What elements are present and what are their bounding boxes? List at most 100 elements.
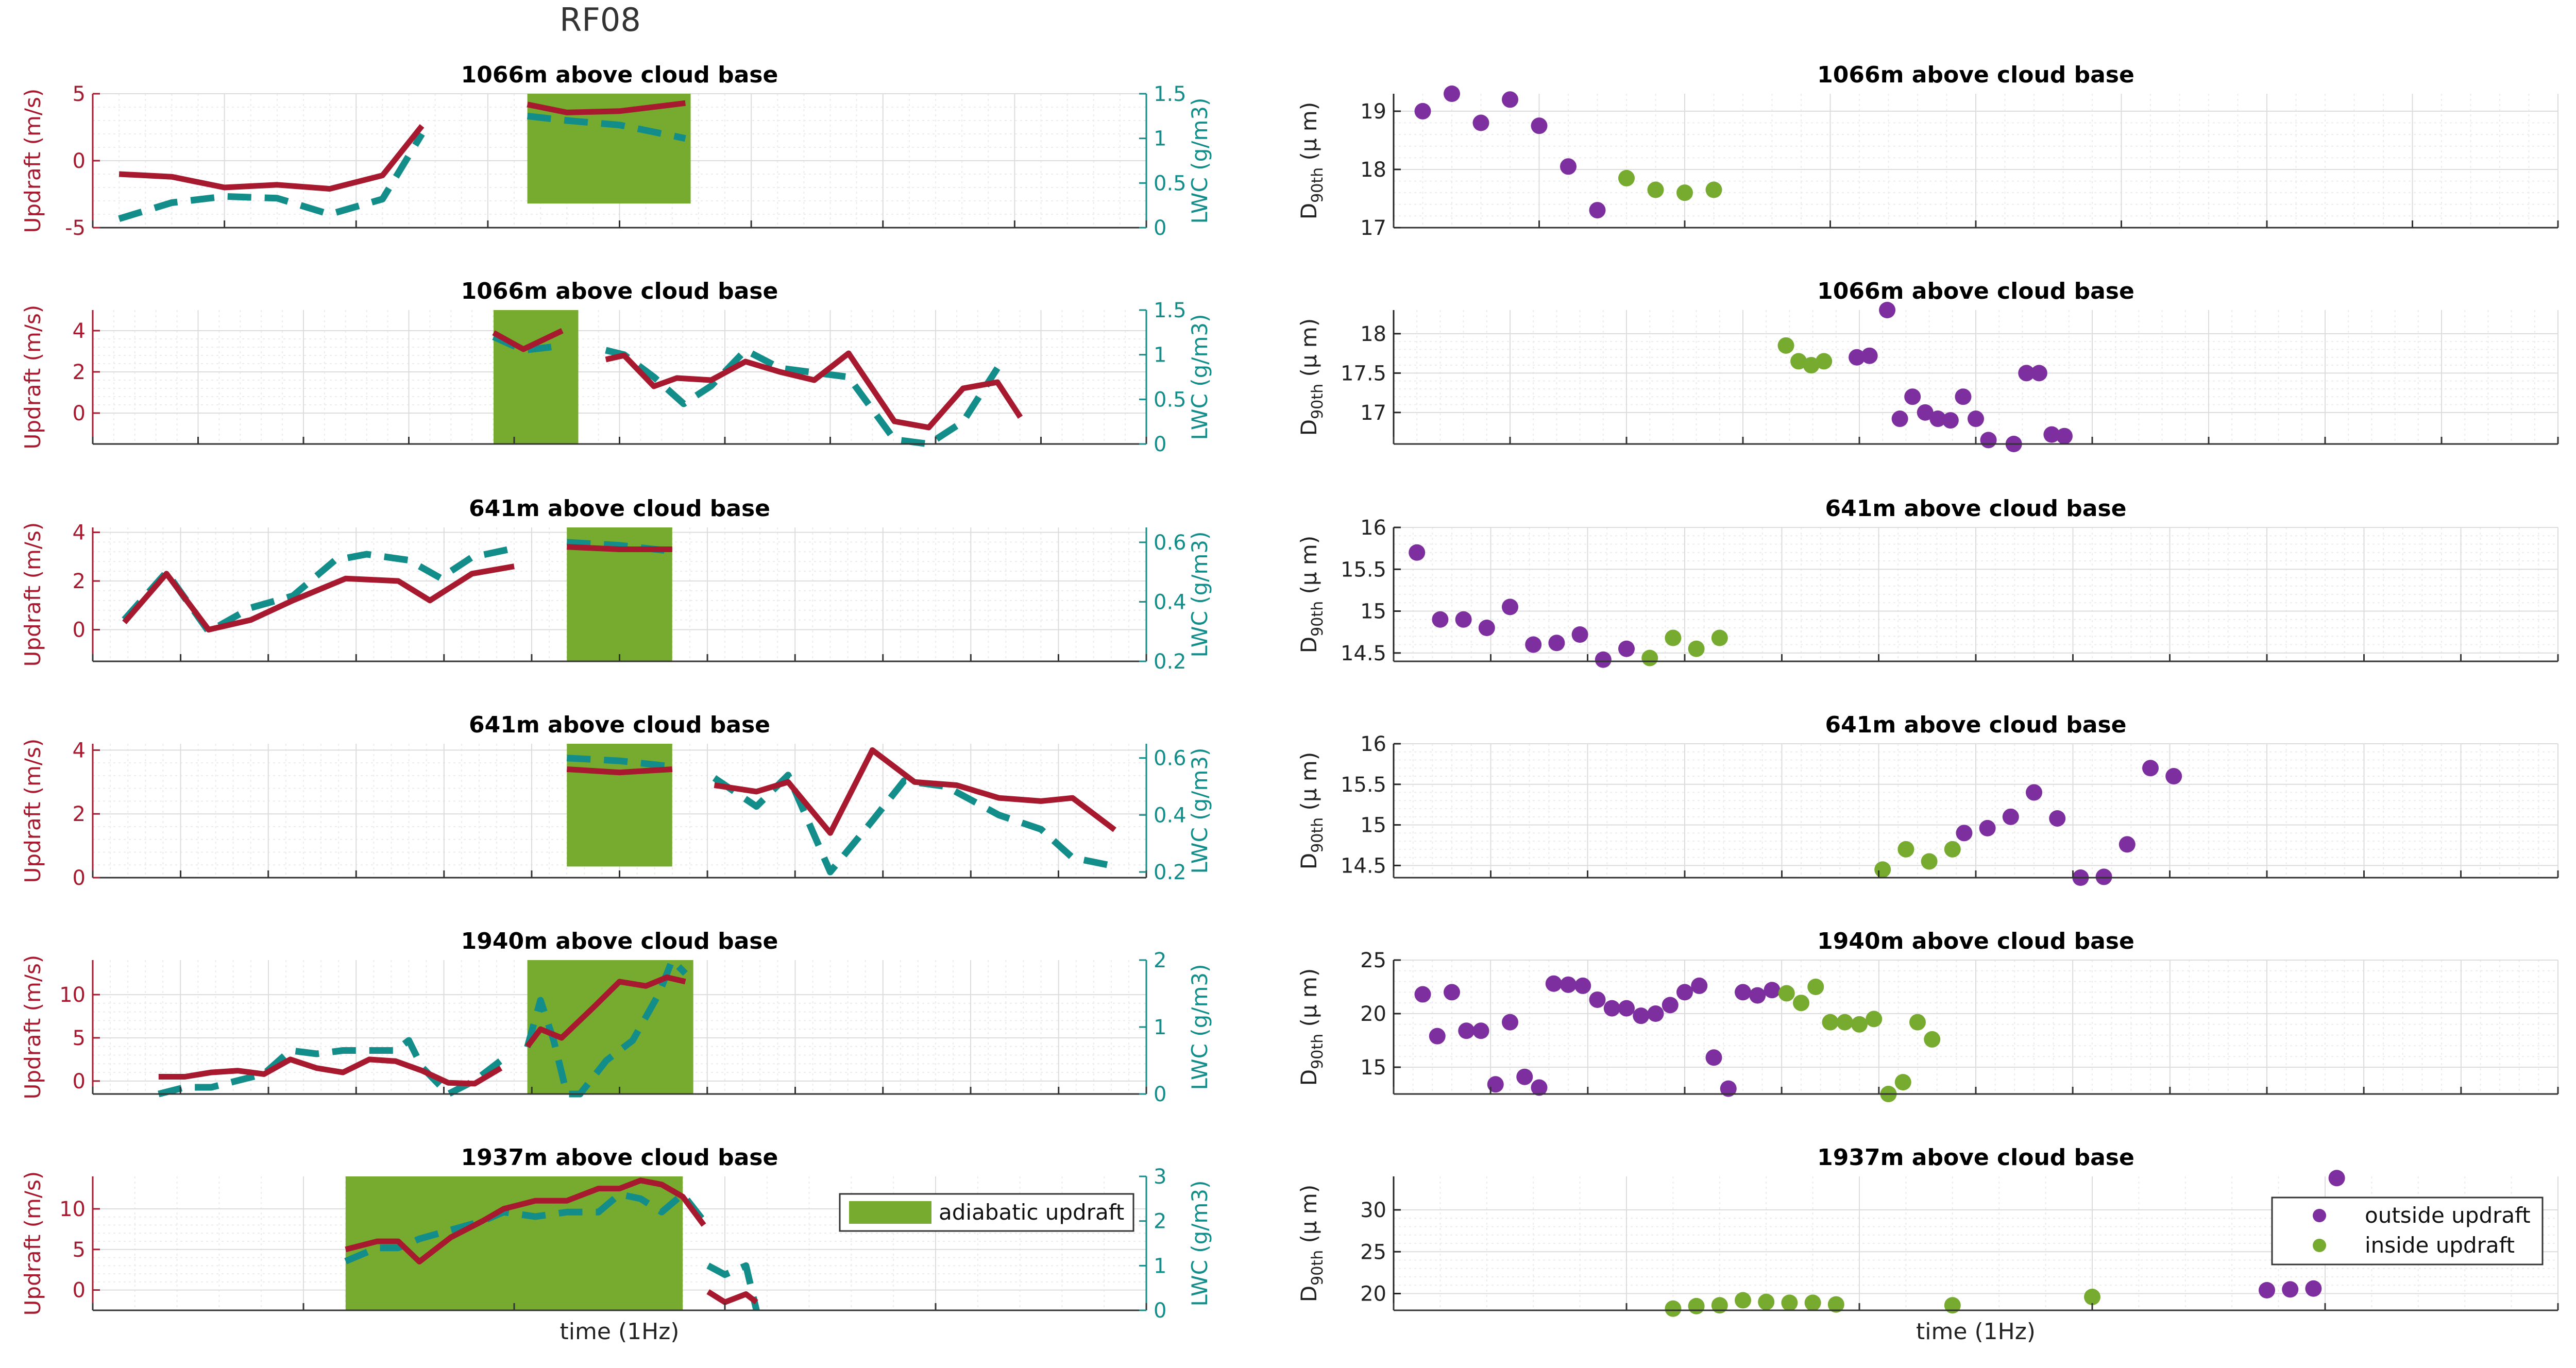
y-tick-label: 25 bbox=[1360, 949, 1386, 972]
outside-point bbox=[1432, 611, 1449, 628]
y-axis-label: D90th (μ m) bbox=[1296, 1185, 1327, 1302]
y2-tick-label: 1 bbox=[1154, 127, 1166, 151]
outside-point bbox=[1458, 1022, 1475, 1039]
y2-tick-label: 2 bbox=[1154, 949, 1166, 972]
outside-point bbox=[1849, 349, 1866, 366]
inside-point bbox=[1822, 1014, 1839, 1031]
y-axis-label: D90th (μ m) bbox=[1296, 968, 1327, 1086]
inside-point bbox=[1777, 337, 1794, 354]
outside-point bbox=[2056, 427, 2073, 444]
y-tick-label: 2 bbox=[73, 570, 86, 593]
outside-point bbox=[1676, 984, 1693, 1001]
y-axis-label: D90th (μ m) bbox=[1296, 536, 1327, 653]
outside-point bbox=[1956, 825, 1973, 842]
inside-point bbox=[1711, 1297, 1728, 1314]
inside-point bbox=[1705, 181, 1722, 198]
inside-point bbox=[1665, 1300, 1682, 1317]
y-tick-label: 0 bbox=[73, 402, 86, 425]
y-tick-label: 4 bbox=[73, 521, 86, 544]
outside-point bbox=[1904, 388, 1921, 405]
updraft-line bbox=[122, 563, 515, 632]
y-tick-label: 4 bbox=[73, 739, 86, 762]
y-tick-label: 5 bbox=[73, 1238, 86, 1262]
outside-point bbox=[2030, 365, 2047, 382]
inside-point bbox=[1781, 1294, 1798, 1311]
outside-point bbox=[1472, 114, 1489, 131]
outside-point bbox=[2043, 426, 2060, 443]
y-axis-label: D90th (μ m) bbox=[1296, 318, 1327, 436]
y-tick-label: 5 bbox=[73, 1027, 86, 1050]
inside-point bbox=[1735, 1292, 1751, 1309]
outside-point bbox=[1429, 1028, 1446, 1045]
outside-point bbox=[1929, 411, 1946, 427]
figure-suptitle: RF08 bbox=[560, 1, 641, 39]
panel-title: 641m above cloud base bbox=[1825, 712, 2126, 738]
inside-point bbox=[1897, 841, 1914, 858]
outside-point bbox=[1444, 984, 1460, 1001]
outside-point bbox=[1968, 411, 1984, 427]
inside-point bbox=[1894, 1074, 1911, 1091]
outside-point bbox=[1891, 411, 1908, 427]
y2-tick-label: 0.2 bbox=[1154, 650, 1187, 674]
outside-point bbox=[1472, 1022, 1489, 1039]
x-axis-label: time (1Hz) bbox=[1916, 1319, 2036, 1345]
y2-tick-label: 0.6 bbox=[1154, 531, 1187, 555]
inside-point bbox=[1807, 979, 1824, 995]
y-tick-label: 20 bbox=[1360, 1002, 1386, 1026]
inside-point bbox=[1924, 1031, 1941, 1048]
outside-point bbox=[2026, 784, 2042, 801]
x-axis-label: time (1Hz) bbox=[560, 1319, 680, 1345]
panel-title: 1937m above cloud base bbox=[461, 1144, 778, 1171]
outside-point bbox=[1560, 158, 1577, 175]
y2-tick-label: 1 bbox=[1154, 1254, 1166, 1278]
outside-point bbox=[1589, 202, 1606, 219]
y2-tick-label: 0 bbox=[1154, 1299, 1166, 1323]
y-tick-label: 20 bbox=[1360, 1282, 1386, 1306]
y-tick-label: 15 bbox=[1360, 1056, 1386, 1080]
y-tick-label: 5 bbox=[73, 82, 86, 106]
y-axis-label: Updraft (m/s) bbox=[20, 522, 45, 667]
y2-axis-label: LWC (g/m3) bbox=[1187, 98, 1212, 224]
y-axis-label: Updraft (m/s) bbox=[20, 305, 45, 450]
inside-point bbox=[1688, 640, 1705, 657]
outside-point bbox=[1409, 544, 1426, 561]
y-tick-label: -5 bbox=[65, 216, 86, 240]
inside-point bbox=[1790, 353, 1807, 370]
outside-point bbox=[1531, 1079, 1548, 1096]
panel-title: 641m above cloud base bbox=[469, 495, 770, 522]
inside-point bbox=[1711, 629, 1728, 646]
inside-point bbox=[1874, 861, 1891, 878]
inside-point bbox=[1676, 184, 1693, 201]
outside-point bbox=[1516, 1068, 1533, 1085]
y2-tick-label: 0 bbox=[1154, 433, 1166, 456]
panel-4: 0 2 4 0.2 0.4 0.6 641m above cloud base Updraft… bbox=[20, 712, 1212, 890]
inside-point bbox=[1827, 1296, 1844, 1313]
y-tick-label: 16 bbox=[1360, 516, 1386, 540]
updraft-line bbox=[706, 1289, 758, 1305]
y-tick-label: 15.5 bbox=[1341, 558, 1386, 582]
updraft-line bbox=[605, 350, 1023, 431]
lwc-line bbox=[706, 1262, 760, 1311]
outside-point bbox=[1487, 1076, 1504, 1093]
panel-title: 1066m above cloud base bbox=[461, 278, 778, 304]
outside-point bbox=[1879, 302, 1896, 318]
outside-point bbox=[1980, 432, 1997, 449]
y-tick-label: 0 bbox=[73, 619, 86, 642]
y-tick-label: 15 bbox=[1360, 600, 1386, 624]
lwc-line bbox=[527, 112, 686, 142]
legend-outside-marker bbox=[2313, 1209, 2326, 1222]
outside-point bbox=[2165, 768, 2182, 785]
lwc-line bbox=[158, 1037, 503, 1098]
y-tick-label: 10 bbox=[59, 983, 86, 1007]
outside-point bbox=[1478, 620, 1495, 636]
y2-axis-label: LWC (g/m3) bbox=[1187, 532, 1212, 658]
y2-tick-label: 0.2 bbox=[1154, 861, 1187, 884]
outside-point bbox=[1455, 611, 1472, 628]
inside-point bbox=[1647, 181, 1664, 198]
inside-point bbox=[1618, 169, 1635, 186]
adiabatic-updraft-patch bbox=[493, 310, 579, 444]
outside-point bbox=[1571, 626, 1588, 643]
y2-tick-label: 0.6 bbox=[1154, 747, 1187, 771]
panel-10: 14.5 15 15.5 16 641m above cloud base D90th (… bbox=[1296, 712, 2559, 886]
panel-title: 1940m above cloud base bbox=[461, 928, 778, 954]
